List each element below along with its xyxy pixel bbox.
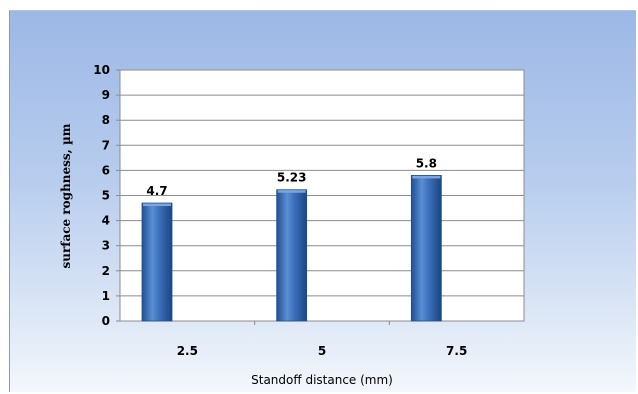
y-tick-label: 3 — [102, 239, 110, 253]
y-tick-label: 9 — [102, 88, 110, 102]
y-tick-label: 5 — [102, 189, 110, 203]
bar-top-highlight — [143, 203, 171, 207]
bar-7.5 — [410, 175, 442, 322]
x-axis-ticks: 2.5 5 7.5 — [177, 321, 467, 358]
y-tick-label: 0 — [102, 314, 110, 328]
x-tick-label: 7.5 — [446, 344, 467, 358]
data-labels: 4.7 5.23 5.8 — [146, 156, 437, 198]
y-axis-ticks: 0 1 2 3 4 5 6 7 8 9 10 — [93, 63, 120, 328]
bars — [141, 175, 442, 322]
y-tick-label: 8 — [102, 113, 110, 127]
y-tick-label: 1 — [102, 289, 110, 303]
y-tick-label: 2 — [102, 264, 110, 278]
bar-2.5 — [141, 202, 173, 322]
x-axis-title: Standoff distance (mm) — [251, 373, 393, 387]
y-tick-label: 6 — [102, 163, 110, 177]
y-axis-title: surface roghness, µm — [59, 123, 73, 268]
y-tick-label: 4 — [102, 214, 110, 228]
data-label: 4.7 — [146, 184, 167, 198]
x-tick-label: 5 — [318, 344, 326, 358]
y-tick-label: 10 — [93, 63, 110, 77]
gridlines — [120, 94, 524, 297]
data-label: 5.8 — [416, 156, 437, 170]
bar-top-highlight — [277, 190, 306, 193]
bar-5 — [276, 189, 308, 322]
x-tick-label: 2.5 — [177, 344, 198, 358]
bar-top-highlight — [412, 175, 441, 179]
y-tick-label: 7 — [102, 138, 110, 152]
data-label: 5.23 — [277, 171, 307, 185]
